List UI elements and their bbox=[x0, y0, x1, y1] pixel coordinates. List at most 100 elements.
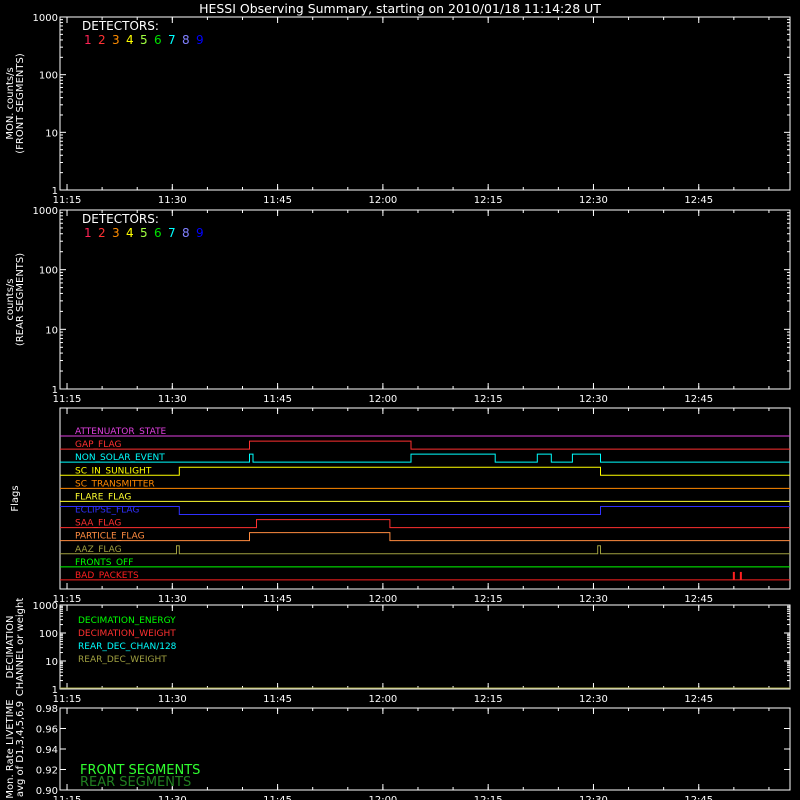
rear-y-tick-label: 10 bbox=[45, 325, 58, 336]
front-x-tick-label: 11:30 bbox=[158, 195, 187, 206]
flag-label-aaz-flag: AAZ_FLAG bbox=[75, 545, 122, 555]
decimation-x-tick-label: 12:30 bbox=[579, 694, 608, 705]
flags-x-tick-label: 12:00 bbox=[368, 594, 397, 605]
flags-x-tick-label: 11:15 bbox=[53, 594, 82, 605]
rear-y-tick-label: 1000 bbox=[33, 206, 58, 217]
decimation-x-tick-label: 12:45 bbox=[684, 694, 713, 705]
flag-trace-aaz-flag bbox=[60, 545, 790, 555]
rear-legend-detector-4: 4 bbox=[126, 226, 134, 240]
figure-title: HESSI Observing Summary, starting on 201… bbox=[199, 1, 601, 16]
flag-label-eclipse-flag: ECLIPSE_FLAG bbox=[75, 506, 139, 516]
livetime-legend-rear-segments: REAR SEGMENTS bbox=[80, 775, 191, 790]
decimation-x-tick-label: 12:00 bbox=[368, 694, 397, 705]
front-y-axis-label: MON. counts/s bbox=[5, 67, 16, 139]
flag-label-saa-flag: SAA_FLAG bbox=[75, 519, 121, 529]
front-y-tick-label: 1 bbox=[52, 186, 58, 197]
front-legend-title: DETECTORS: bbox=[82, 19, 159, 33]
livetime-y-tick-label: 0.96 bbox=[36, 725, 58, 736]
front-legend-detector-5: 5 bbox=[140, 33, 148, 47]
flag-trace-particle-flag bbox=[60, 532, 790, 542]
rear-y-tick-label: 1 bbox=[52, 385, 58, 396]
rear-x-tick-label: 11:45 bbox=[263, 394, 292, 405]
front-y-tick-label: 10 bbox=[45, 128, 58, 139]
livetime-x-tick-label: 12:45 bbox=[684, 795, 713, 800]
front-x-tick-label: 12:15 bbox=[474, 195, 503, 206]
front-segments-panel: 11:15 11:30 11:45 12:00 12:15 12:30 12:45 MON. … bbox=[5, 13, 791, 206]
flags-x-tick-label: 12:15 bbox=[474, 594, 503, 605]
rear-plot-frame bbox=[59, 209, 791, 390]
livetime-panel: 11:15 11:30 11:45 12:00 12:15 12:30 12:45 Mon. … bbox=[5, 699, 791, 800]
flags-x-tick-label: 11:30 bbox=[158, 594, 187, 605]
decimation-y-axis-label: CHANNEL or weight bbox=[15, 598, 26, 697]
decimation-y-tick-label: 100 bbox=[39, 629, 58, 640]
front-y-axis-label: (FRONT SEGMENTS) bbox=[15, 53, 26, 154]
decimation-legend-decimation-weight: DECIMATION_WEIGHT bbox=[78, 629, 176, 639]
front-x-tick-label: 12:00 bbox=[368, 195, 397, 206]
flags-y-axis-label: Flags bbox=[10, 485, 21, 511]
rear-x-tick-label: 12:30 bbox=[579, 394, 608, 405]
decimation-x-tick-label: 11:15 bbox=[53, 694, 82, 705]
front-plot-frame bbox=[59, 16, 791, 191]
livetime-y-axis-label: avg of D1,3,4,5,6,9 bbox=[15, 701, 26, 797]
flag-label-particle-flag: PARTICLE_FLAG bbox=[75, 532, 145, 542]
rear-y-axis-label: counts/s bbox=[5, 278, 16, 320]
flag-label-bad-packets: BAD_PACKETS bbox=[75, 571, 139, 581]
rear-legend-detector-3: 3 bbox=[112, 226, 120, 240]
livetime-y-tick-label: 0.90 bbox=[36, 786, 58, 797]
flag-label-gap-flag: GAP_FLAG bbox=[75, 440, 121, 450]
decimation-legend-rear-dec-weight: REAR_DEC_WEIGHT bbox=[78, 655, 167, 665]
decimation-y-tick-label: 10 bbox=[45, 657, 58, 668]
flag-label-attenuator-state: ATTENUATOR_STATE bbox=[75, 427, 167, 437]
flags-plot-frame bbox=[59, 407, 791, 590]
flag-label-sc-in-sunlight: SC_IN_SUNLIGHT bbox=[75, 466, 152, 476]
front-x-tick-label: 12:45 bbox=[684, 195, 713, 206]
flag-label-fronts-off: FRONTS_OFF bbox=[75, 558, 133, 568]
decimation-legend-rear-dec-chan-128: REAR_DEC_CHAN/128 bbox=[78, 642, 177, 652]
rear-legend-detector-2: 2 bbox=[98, 226, 106, 240]
decimation-x-tick-label: 12:15 bbox=[474, 694, 503, 705]
livetime-legend-front-segments: FRONT SEGMENTS bbox=[80, 763, 200, 778]
front-legend-detector-3: 3 bbox=[112, 33, 120, 47]
livetime-x-tick-label: 12:30 bbox=[579, 795, 608, 800]
rear-legend-detector-5: 5 bbox=[140, 226, 148, 240]
rear-legend-detector-8: 8 bbox=[182, 226, 190, 240]
livetime-x-tick-label: 11:15 bbox=[53, 795, 82, 800]
front-legend-detector-4: 4 bbox=[126, 33, 134, 47]
rear-segments-panel: 11:15 11:30 11:45 12:00 12:15 12:30 12:45 count… bbox=[5, 206, 791, 405]
rear-x-tick-label: 12:00 bbox=[368, 394, 397, 405]
flag-trace-gap-flag bbox=[60, 440, 790, 450]
front-legend-detector-2: 2 bbox=[98, 33, 106, 47]
livetime-x-tick-label: 12:00 bbox=[368, 795, 397, 800]
front-legend-detector-7: 7 bbox=[168, 33, 176, 47]
rear-y-axis-label: (REAR SEGMENTS) bbox=[15, 253, 26, 346]
flags-x-tick-label: 12:30 bbox=[579, 594, 608, 605]
front-y-tick-label: 1000 bbox=[33, 13, 58, 24]
flag-label-non-solar-event: NON_SOLAR_EVENT bbox=[75, 453, 165, 463]
decimation-y-axis-label: DECIMATION bbox=[5, 615, 16, 678]
livetime-x-tick-label: 11:30 bbox=[158, 795, 187, 800]
front-legend-detector-6: 6 bbox=[154, 33, 162, 47]
rear-x-tick-label: 12:45 bbox=[684, 394, 713, 405]
livetime-x-tick-label: 11:45 bbox=[263, 795, 292, 800]
front-x-tick-label: 11:45 bbox=[263, 195, 292, 206]
flag-trace-eclipse-flag bbox=[60, 506, 790, 515]
front-legend-detector-1: 1 bbox=[84, 33, 92, 47]
rear-legend-detector-6: 6 bbox=[154, 226, 162, 240]
front-x-tick-label: 12:30 bbox=[579, 195, 608, 206]
front-legend-detector-9: 9 bbox=[196, 33, 204, 47]
rear-legend-detector-9: 9 bbox=[196, 226, 204, 240]
rear-x-tick-label: 11:30 bbox=[158, 394, 187, 405]
decimation-x-tick-label: 11:45 bbox=[263, 694, 292, 705]
livetime-x-tick-label: 12:15 bbox=[474, 795, 503, 800]
rear-legend-title: DETECTORS: bbox=[82, 212, 159, 226]
decimation-panel: 11:15 11:30 11:45 12:00 12:15 12:30 12:45 DECIM… bbox=[5, 598, 791, 705]
flag-trace-saa-flag bbox=[60, 519, 790, 529]
decimation-y-tick-label: 1000 bbox=[33, 601, 58, 612]
flag-trace-non-solar-event bbox=[60, 453, 790, 463]
decimation-legend-decimation-energy: DECIMATION_ENERGY bbox=[78, 616, 176, 626]
rear-x-tick-label: 11:15 bbox=[53, 394, 82, 405]
flag-label-flare-flag: FLARE_FLAG bbox=[75, 492, 131, 502]
rear-legend-detector-7: 7 bbox=[168, 226, 176, 240]
